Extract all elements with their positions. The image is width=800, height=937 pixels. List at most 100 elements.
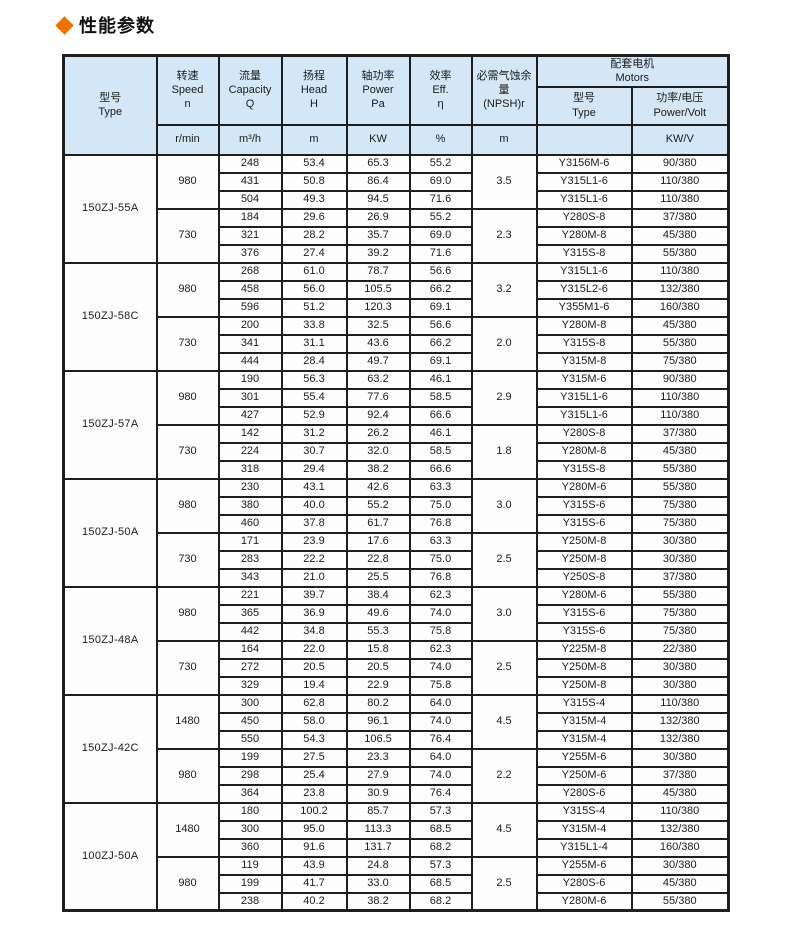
eff-cell: 76.8 bbox=[408, 567, 473, 588]
head-cell: 29.4 bbox=[280, 459, 348, 480]
head-cell: 58.0 bbox=[280, 711, 348, 732]
motor-type-cell: Y250M-6 bbox=[535, 765, 633, 786]
motor-pv-cell: 75/380 bbox=[630, 621, 730, 642]
eff-cell: 66.6 bbox=[408, 459, 473, 480]
capacity-cell: 427 bbox=[217, 405, 283, 426]
power-cell: 120.3 bbox=[345, 297, 411, 318]
table-row: 238 40.2 38.2 68.2 Y280M-6 55/380 bbox=[64, 891, 730, 912]
motor-type-cell: Y280M-8 bbox=[535, 441, 633, 462]
npsh-cell: 1.8 bbox=[470, 423, 538, 480]
capacity-cell: 171 bbox=[217, 531, 283, 552]
eff-cell: 64.0 bbox=[408, 747, 473, 768]
performance-table: 型号 Type 转速 Speed n 流量 Capacity Q 扬程 Head… bbox=[62, 54, 730, 913]
head-cell: 31.2 bbox=[280, 423, 348, 444]
head-cell: 28.2 bbox=[280, 225, 348, 246]
speed-cell: 980 bbox=[155, 153, 220, 210]
head-cell: 43.9 bbox=[280, 855, 348, 876]
head-cell: 19.4 bbox=[280, 675, 348, 696]
col-header-motors: 配套电机 Motors bbox=[535, 54, 730, 88]
head-cell: 25.4 bbox=[280, 765, 348, 786]
power-cell: 38.2 bbox=[345, 459, 411, 480]
eff-cell: 56.6 bbox=[408, 315, 473, 336]
power-cell: 96.1 bbox=[345, 711, 411, 732]
motor-type-cell: Y315M-4 bbox=[535, 711, 633, 732]
motor-pv-cell: 22/380 bbox=[630, 639, 730, 660]
speed-cell: 980 bbox=[155, 477, 220, 534]
head-cell: 22.2 bbox=[280, 549, 348, 570]
power-cell: 22.8 bbox=[345, 549, 411, 570]
table-row: 341 31.1 43.6 66.2 Y315S-8 55/380 bbox=[64, 333, 730, 354]
table-row: 301 55.4 77.6 58.5 Y315L1-6 110/380 bbox=[64, 387, 730, 408]
capacity-cell: 199 bbox=[217, 747, 283, 768]
eff-cell: 62.3 bbox=[408, 639, 473, 660]
motor-pv-cell: 110/380 bbox=[630, 189, 730, 210]
model-cell: 100ZJ-50A bbox=[62, 801, 158, 912]
head-cell: 56.3 bbox=[280, 369, 348, 390]
unit-npsh: m bbox=[470, 123, 538, 156]
eff-cell: 69.0 bbox=[408, 171, 473, 192]
unit-motor-type bbox=[535, 123, 633, 156]
capacity-cell: 238 bbox=[217, 891, 283, 912]
speed-cell: 980 bbox=[155, 369, 220, 426]
motor-pv-cell: 132/380 bbox=[630, 711, 730, 732]
power-cell: 15.8 bbox=[345, 639, 411, 660]
capacity-cell: 318 bbox=[217, 459, 283, 480]
motor-type-cell: Y225M-8 bbox=[535, 639, 633, 660]
capacity-cell: 450 bbox=[217, 711, 283, 732]
motor-pv-cell: 37/380 bbox=[630, 765, 730, 786]
motor-pv-cell: 132/380 bbox=[630, 819, 730, 840]
speed-cell: 730 bbox=[155, 423, 220, 480]
col-header-speed: 转速 Speed n bbox=[155, 54, 220, 126]
npsh-cell: 4.5 bbox=[470, 693, 538, 750]
model-cell: 150ZJ-42C bbox=[62, 693, 158, 804]
motor-type-cell: Y250M-8 bbox=[535, 675, 633, 696]
eff-cell: 68.5 bbox=[408, 819, 473, 840]
capacity-cell: 180 bbox=[217, 801, 283, 822]
table-row: 427 52.9 92.4 66.6 Y315L1-6 110/380 bbox=[64, 405, 730, 426]
power-cell: 49.7 bbox=[345, 351, 411, 372]
motor-type-cell: Y315S-6 bbox=[535, 621, 633, 642]
head-cell: 95.0 bbox=[280, 819, 348, 840]
motor-type-cell: Y280S-6 bbox=[535, 783, 633, 804]
table-row: 199 41.7 33.0 68.5 Y280S-6 45/380 bbox=[64, 873, 730, 894]
eff-cell: 64.0 bbox=[408, 693, 473, 714]
head-cell: 39.7 bbox=[280, 585, 348, 606]
power-cell: 49.6 bbox=[345, 603, 411, 624]
table-row: 100ZJ-50A 1480 180 100.2 85.7 57.3 4.5 Y315S-4 1… bbox=[62, 801, 730, 912]
page-title-text: 性能参数 bbox=[79, 16, 155, 36]
motor-pv-cell: 90/380 bbox=[630, 153, 730, 174]
speed-cell: 1480 bbox=[155, 801, 220, 858]
npsh-cell: 2.5 bbox=[470, 531, 538, 588]
motor-type-cell: Y315S-8 bbox=[535, 459, 633, 480]
eff-cell: 74.0 bbox=[408, 657, 473, 678]
motor-pv-cell: 55/380 bbox=[630, 459, 730, 480]
head-cell: 30.7 bbox=[280, 441, 348, 462]
table-row: 431 50.8 86.4 69.0 Y315L1-6 110/380 bbox=[64, 171, 730, 192]
motor-pv-cell: 45/380 bbox=[630, 441, 730, 462]
motor-pv-cell: 160/380 bbox=[630, 837, 730, 858]
npsh-cell: 2.5 bbox=[470, 855, 538, 912]
motor-type-cell: Y255M-6 bbox=[535, 855, 633, 876]
capacity-cell: 224 bbox=[217, 441, 283, 462]
eff-cell: 58.5 bbox=[408, 441, 473, 462]
motor-type-cell: Y280M-8 bbox=[535, 225, 633, 246]
head-cell: 43.1 bbox=[280, 477, 348, 498]
eff-cell: 75.8 bbox=[408, 675, 473, 696]
eff-cell: 56.6 bbox=[408, 261, 473, 282]
motor-type-cell: Y315L2-6 bbox=[535, 279, 633, 300]
eff-cell: 63.3 bbox=[408, 531, 473, 552]
power-cell: 27.9 bbox=[345, 765, 411, 786]
table-row: 150ZJ-57A 980 190 56.3 63.2 46.1 2.9 Y315M-6 90/… bbox=[62, 369, 730, 480]
capacity-cell: 504 bbox=[217, 189, 283, 210]
table-row: 150ZJ-55A 980 248 53.4 65.3 55.2 3.5 Y3156M-6 90… bbox=[62, 153, 730, 264]
table-row: 272 20.5 20.5 74.0 Y250M-8 30/380 bbox=[64, 657, 730, 678]
capacity-cell: 248 bbox=[217, 153, 283, 174]
table-row: 730 142 31.2 26.2 46.1 1.8 Y280S-8 37/380 bbox=[64, 423, 730, 480]
table-row: 980 119 43.9 24.8 57.3 2.5 Y255M-6 30/380 bbox=[64, 855, 730, 912]
motor-pv-cell: 30/380 bbox=[630, 855, 730, 876]
motor-type-cell: Y255M-6 bbox=[535, 747, 633, 768]
table-row: 150ZJ-48A 980 221 39.7 38.4 62.3 3.0 Y280M-6 55/… bbox=[62, 585, 730, 696]
motor-pv-cell: 110/380 bbox=[630, 693, 730, 714]
motor-pv-cell: 55/380 bbox=[630, 333, 730, 354]
motor-pv-cell: 37/380 bbox=[630, 567, 730, 588]
